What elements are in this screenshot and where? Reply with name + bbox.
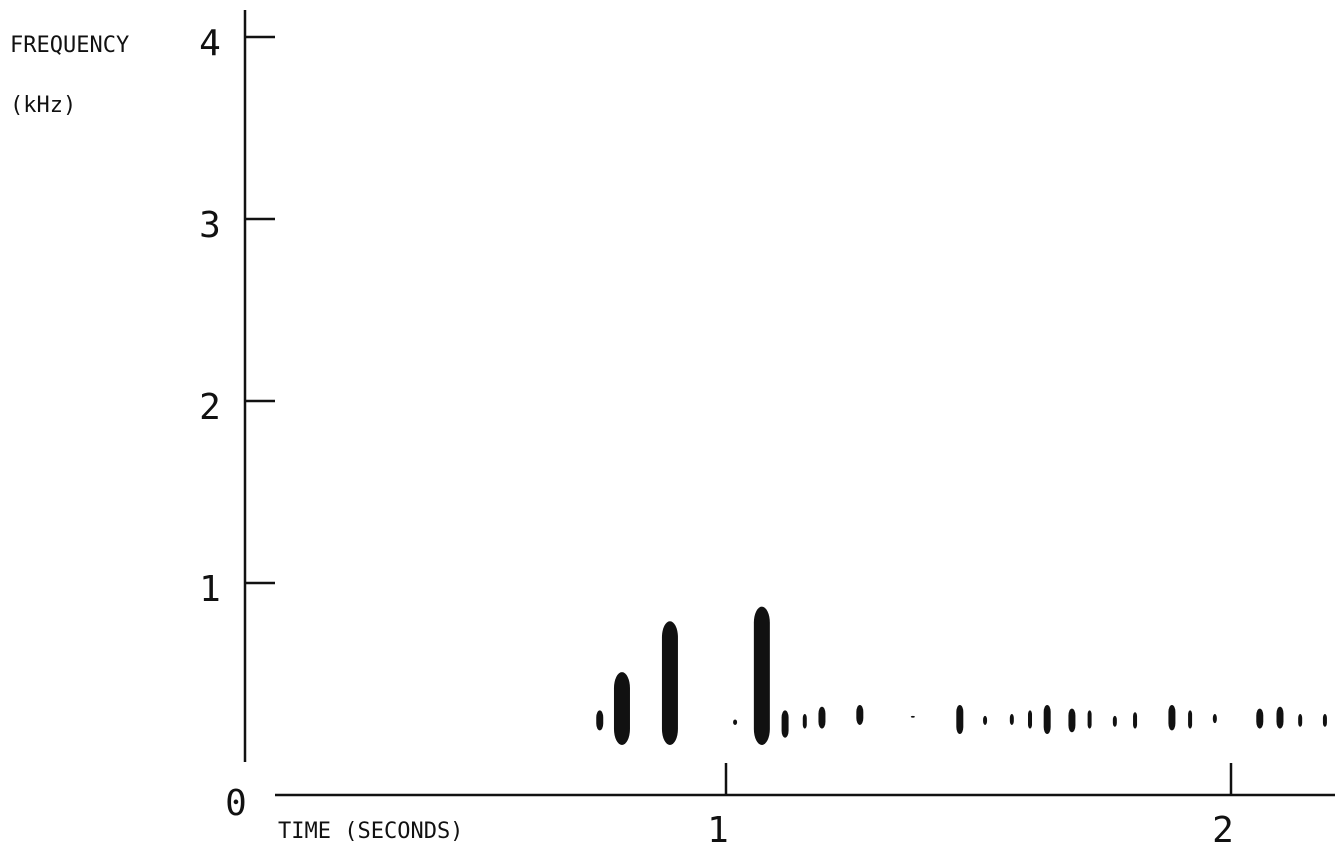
y-tick-label: 1 [199,569,221,610]
spectral-energy [1256,708,1264,729]
spectral-energy [1087,710,1092,729]
spectral-energy [753,606,770,745]
spectral-energy [1322,714,1327,727]
y-tick-label: 0 [225,783,247,824]
spectral-energy [1188,710,1193,729]
spectral-energy [956,704,964,735]
spectral-energy [781,710,789,738]
spectral-energy [1168,704,1176,731]
spectral-energy [1009,714,1014,725]
spectral-energy [983,715,988,725]
spectral-energy [856,704,864,725]
x-tick-label: 2 [1212,810,1234,851]
y-axis-unit: (kHz) [10,93,76,118]
spectral-energy [802,714,807,729]
spectral-energy [733,719,738,725]
x-tick-label: 1 [707,810,729,851]
spectral-energy [1212,714,1217,724]
y-tick-label: 3 [199,205,221,246]
y-tick-label: 2 [199,387,221,428]
spectral-energy [1276,706,1284,729]
x-axis-label: TIME (SECONDS) [278,819,463,844]
spectral-energy [910,715,915,718]
y-tick-label: 4 [199,23,221,64]
spectral-energy [818,706,826,729]
spectral-energy [661,621,678,745]
y-axis-label: FREQUENCY [10,33,129,58]
spectral-energy [1028,710,1033,729]
spectral-energy [1043,704,1051,735]
spectral-energy [1112,715,1117,727]
spectral-energy [596,710,604,731]
spectral-energy [1068,708,1076,733]
spectral-energy [1298,714,1303,727]
spectral-energy [1133,712,1138,729]
spectral-energy [613,672,630,745]
